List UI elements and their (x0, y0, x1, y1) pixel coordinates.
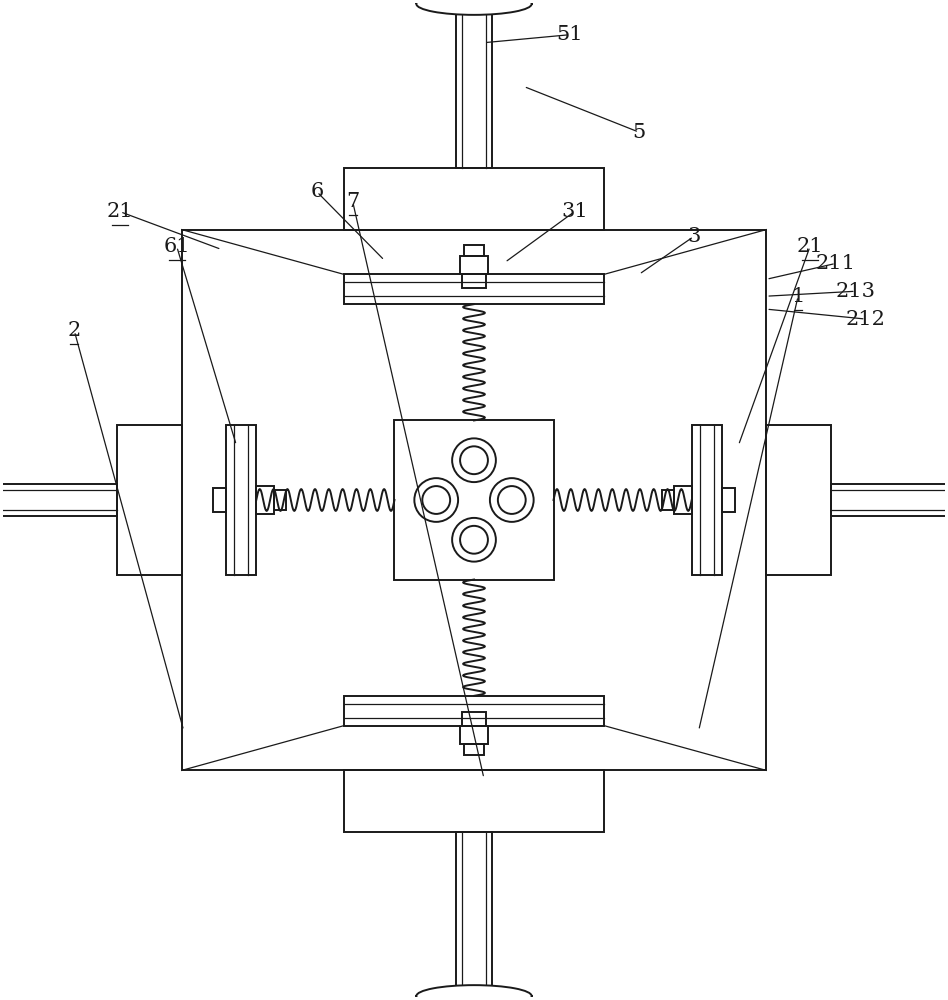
Bar (721, 488, 736, 512)
Bar (674, 486, 692, 514)
Bar (460, 726, 488, 744)
Text: 21: 21 (796, 237, 823, 256)
Ellipse shape (416, 0, 532, 15)
Bar (462, 274, 486, 288)
Bar (662, 490, 674, 510)
Text: 6: 6 (310, 182, 323, 201)
Text: 21: 21 (107, 202, 134, 221)
Text: 61: 61 (163, 237, 190, 256)
Bar (766, 425, 830, 575)
Bar (465, 245, 483, 256)
Bar (344, 168, 604, 230)
Text: 2: 2 (67, 321, 81, 340)
Bar (416, 996, 532, 1000)
Bar (344, 274, 604, 304)
Bar (256, 486, 274, 514)
Bar (462, 712, 486, 726)
Bar (830, 484, 948, 516)
Text: 3: 3 (687, 227, 701, 246)
Bar (692, 425, 721, 575)
Bar (212, 488, 227, 512)
Bar (460, 256, 488, 274)
Bar (118, 425, 182, 575)
Bar (465, 744, 483, 755)
Text: 213: 213 (836, 282, 876, 301)
Bar (182, 230, 766, 770)
Text: 31: 31 (561, 202, 588, 221)
Bar (274, 490, 286, 510)
Bar (394, 420, 554, 580)
Text: 1: 1 (792, 287, 805, 306)
Ellipse shape (416, 985, 532, 1000)
Text: 212: 212 (846, 310, 885, 329)
Bar (456, 4, 492, 168)
Bar (227, 425, 256, 575)
Bar (416, 0, 532, 4)
Text: 5: 5 (632, 123, 646, 142)
Bar (456, 832, 492, 996)
Text: 7: 7 (346, 192, 359, 211)
Bar (0, 484, 118, 516)
Bar (344, 770, 604, 832)
Text: 211: 211 (816, 254, 856, 273)
Bar (344, 696, 604, 726)
Text: 51: 51 (556, 25, 583, 44)
